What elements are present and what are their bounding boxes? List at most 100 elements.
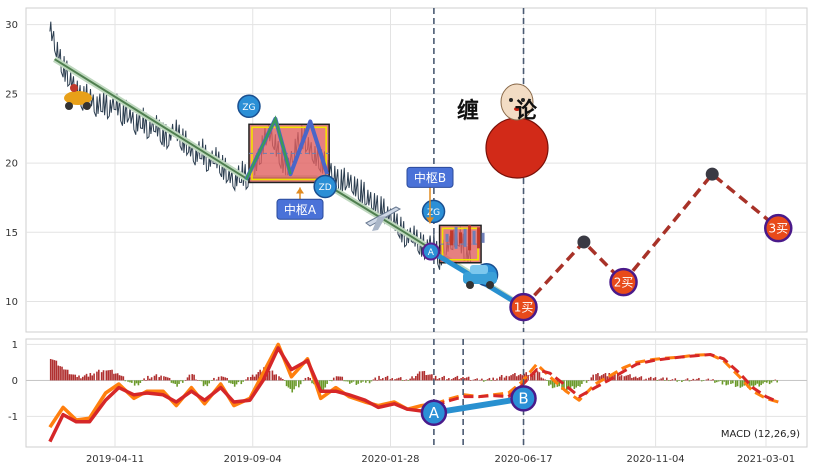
macd-histogram-bar — [235, 380, 238, 385]
macd-histogram-bar — [553, 380, 556, 388]
macd-histogram-bar — [109, 369, 111, 381]
macd-histogram-bar — [684, 379, 687, 381]
macd-histogram-bar — [616, 373, 619, 381]
macd-histogram-bar — [283, 380, 286, 381]
macd-histogram-bar — [649, 376, 652, 381]
macd-histogram-bar — [671, 379, 674, 381]
callout-arrowhead — [296, 187, 304, 194]
macd-histogram-bar — [160, 375, 162, 381]
macd-histogram-bar — [640, 376, 643, 381]
macd-histogram-bar — [181, 380, 184, 383]
macd-histogram-bar — [692, 378, 695, 381]
y-tick-label: 15 — [5, 228, 18, 239]
macd-histogram-bar — [249, 376, 252, 381]
macd-histogram-bar — [407, 380, 410, 381]
macd-histogram-bar — [768, 380, 771, 385]
macd-histogram-bar — [561, 380, 563, 390]
macd-histogram-bar — [476, 378, 478, 381]
macd-histogram-bar — [137, 380, 140, 386]
macd-histogram-bar — [343, 380, 345, 382]
macd-histogram-bar — [255, 374, 258, 381]
macd-histogram-bar — [546, 380, 548, 381]
macd-histogram-bar — [698, 377, 700, 381]
macd-histogram-bar — [643, 379, 645, 381]
macd-histogram-bar — [707, 378, 710, 381]
macd-histogram-bar — [411, 376, 413, 381]
macd-histogram-bar — [631, 377, 633, 381]
macd-histogram-bar — [224, 377, 227, 381]
macd-histogram-bar — [240, 380, 243, 385]
x-tick-label: 2020-01-28 — [361, 454, 419, 465]
zhongshu-callout — [276, 198, 324, 220]
macd-histogram-bar — [443, 375, 445, 381]
macd-histogram-bar — [450, 379, 453, 381]
macd-histogram-bar — [472, 379, 475, 381]
macd-histogram-bar — [285, 380, 288, 387]
macd-histogram-bar — [494, 380, 496, 381]
macd-histogram-bar — [268, 370, 271, 381]
macd-histogram-bar — [163, 376, 165, 381]
macd-histogram-bar — [213, 377, 215, 381]
macd-histogram-bar — [620, 375, 623, 381]
monk-robe-icon — [485, 117, 549, 179]
divergence-label: A — [429, 404, 440, 422]
macd-histogram-bar — [198, 380, 201, 381]
macd-histogram-bar — [536, 371, 539, 381]
macd-histogram-bar — [656, 380, 659, 381]
macd-histogram-bar — [57, 365, 60, 381]
macd-histogram-bar — [527, 375, 529, 381]
macd-histogram-bar — [360, 380, 362, 383]
macd-histogram-bar — [326, 380, 328, 384]
macd-histogram-bar — [544, 379, 546, 381]
macd-histogram-bar — [515, 376, 518, 381]
macd-histogram-bar — [563, 380, 565, 390]
macd-histogram-bar — [129, 380, 131, 383]
macd-histogram-bar — [74, 374, 77, 381]
macd-histogram-bar — [168, 377, 171, 381]
macd-histogram-bar — [100, 372, 103, 381]
macd-histogram-bar — [558, 380, 561, 387]
macd-histogram-bar — [374, 377, 377, 381]
macd-histogram-bar — [91, 375, 94, 381]
macd-histogram-bar — [567, 380, 570, 390]
macd-histogram-bar — [102, 370, 105, 381]
macd-histogram-bar — [350, 380, 353, 383]
macd-histogram-bar — [694, 379, 696, 381]
macd-histogram-bar — [542, 378, 544, 381]
macd-histogram-bar — [98, 369, 100, 381]
macd-histogram-bar — [394, 379, 396, 381]
candle — [468, 225, 472, 251]
macd-histogram-bar — [184, 380, 187, 381]
macd-histogram-bar — [345, 380, 347, 382]
macd-histogram-bar — [638, 377, 641, 381]
macd-histogram-bar — [63, 369, 65, 381]
macd-histogram-bar — [231, 380, 234, 384]
macd-histogram-bar — [674, 378, 677, 381]
macd-histogram-bar — [448, 378, 450, 381]
macd-histogram-bar — [654, 377, 657, 381]
macd-histogram-bar — [230, 380, 232, 384]
macd-histogram-bar — [438, 378, 441, 381]
macd-histogram-bar — [127, 380, 129, 382]
macd-histogram-bar — [178, 380, 180, 384]
macd-histogram-bar — [118, 375, 121, 381]
macd-histogram-bar — [454, 376, 457, 381]
macd-histogram-bar — [752, 380, 755, 387]
macd-histogram-bar — [153, 375, 156, 381]
macd-histogram-bar — [754, 380, 757, 386]
macd-histogram-bar — [257, 372, 260, 381]
macd-histogram-bar — [682, 380, 685, 381]
macd-histogram-bar — [122, 376, 125, 381]
macd-histogram-bar — [431, 374, 433, 381]
macd-histogram-bar — [307, 376, 310, 381]
macd-histogram-bar — [602, 374, 605, 381]
macd-histogram-bar — [197, 380, 199, 381]
macd-histogram-bar — [322, 380, 325, 392]
macd-histogram-bar — [150, 377, 153, 381]
macd-histogram-bar — [253, 376, 256, 381]
macd-histogram-bar — [521, 375, 524, 381]
macd-histogram-bar — [352, 380, 355, 382]
macd-histogram-bar — [155, 374, 158, 381]
zg-marker — [237, 94, 261, 119]
